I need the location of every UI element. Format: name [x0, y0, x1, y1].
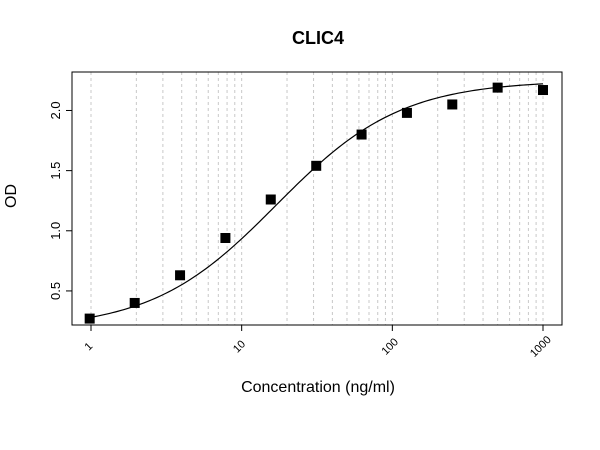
data-point — [175, 270, 186, 281]
x-tick-label: 10 — [231, 338, 248, 355]
data-point — [265, 194, 276, 205]
x-tick-label: 100 — [379, 336, 400, 357]
y-axis-label: OD — [3, 184, 20, 208]
data-point — [311, 160, 322, 171]
data-point — [538, 85, 548, 96]
data-point — [129, 297, 140, 308]
y-tick-label: 1.5 — [48, 162, 63, 180]
plot-frame — [71, 71, 563, 326]
fit-curve — [89, 83, 544, 319]
data-point — [447, 99, 458, 110]
data-point — [401, 107, 412, 118]
x-tick-label: 1000 — [528, 334, 554, 360]
fit-curve-layer — [89, 83, 544, 319]
data-point — [492, 82, 503, 93]
gridlines — [90, 72, 544, 325]
x-axis: 1 10 100 1000 — [82, 325, 554, 360]
chart-title: CLIC4 — [292, 28, 344, 48]
y-axis: 0.5 1.0 1.5 2.0 — [48, 101, 72, 300]
y-tick-label: 1.0 — [48, 222, 63, 240]
data-point — [356, 129, 367, 140]
data-point — [84, 313, 95, 324]
x-tick-label: 1 — [82, 340, 95, 353]
y-tick-label: 0.5 — [48, 282, 63, 300]
data-points — [84, 82, 548, 324]
y-tick-label: 2.0 — [48, 101, 63, 119]
data-point — [220, 232, 231, 243]
x-axis-label: Concentration (ng/ml) — [241, 379, 395, 396]
